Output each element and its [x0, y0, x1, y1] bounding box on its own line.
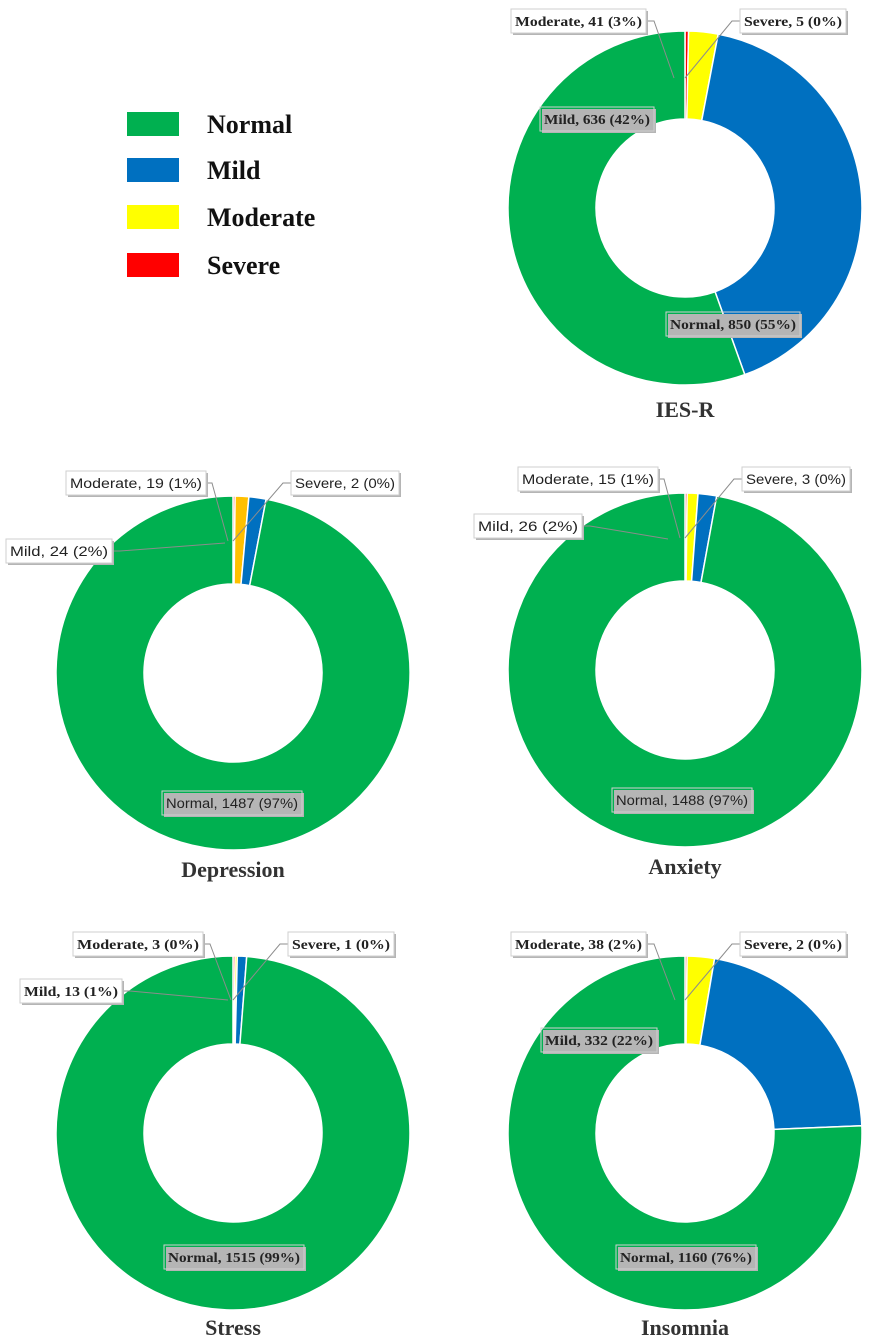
data-label-box-normal	[161, 790, 303, 816]
legend-label-severe: Severe	[207, 251, 280, 280]
data-label-moderate: Moderate, 38 (2%)	[515, 937, 642, 952]
data-label-shadow-normal	[668, 314, 802, 338]
data-label-shadow-mild	[542, 109, 656, 133]
legend-label-moderate: Moderate	[207, 203, 315, 232]
data-label-normal: Normal, 1487 (97%)	[166, 796, 298, 811]
leader-line-mild	[122, 990, 229, 1001]
donut-chart-ies-r: Normal, 850 (55%) Mild, 636 (42%) Moderate…	[507, 8, 863, 422]
data-label-box-normal	[611, 787, 753, 813]
data-label-shadow-mild	[543, 1030, 659, 1054]
data-label-box-moderate	[510, 8, 647, 34]
data-label-box-moderate	[65, 470, 207, 496]
data-label-box-severe	[739, 931, 847, 957]
data-label-severe: Severe, 3 (0%)	[746, 472, 846, 487]
data-label-mild: Mild, 26 (2%)	[478, 519, 578, 534]
data-label-severe: Severe, 2 (0%)	[744, 937, 842, 952]
data-label-box-severe	[739, 8, 847, 34]
data-label-box-moderate	[517, 466, 659, 492]
data-label-normal: Normal, 850 (55%)	[670, 317, 796, 332]
data-label-moderate: Moderate, 41 (3%)	[515, 14, 642, 29]
data-label-severe: Severe, 1 (0%)	[292, 937, 390, 952]
data-label-mild: Mild, 24 (2%)	[10, 544, 108, 559]
chart-title: Insomnia	[641, 1315, 729, 1339]
leader-line-severe	[684, 20, 740, 79]
leader-line-mild	[112, 542, 226, 552]
data-label-box-moderate	[510, 931, 647, 957]
data-label-severe: Severe, 5 (0%)	[744, 14, 842, 29]
slice-normal	[55, 955, 411, 1311]
data-label-moderate: Moderate, 15 (1%)	[522, 472, 654, 487]
data-label-box-normal	[665, 311, 801, 337]
legend-swatch-severe	[127, 253, 179, 277]
data-label-box-normal	[615, 1244, 757, 1270]
leader-line-mild	[582, 525, 669, 540]
chart-title: Depression	[181, 857, 285, 882]
leader-line-moderate	[203, 943, 232, 1001]
leader-line-moderate	[646, 943, 676, 1001]
data-label-box-mild	[473, 513, 583, 539]
slice-mild	[699, 957, 863, 1131]
data-label-normal: Normal, 1160 (76%)	[620, 1250, 752, 1265]
data-label-box-mild	[540, 1027, 658, 1053]
data-label-shadow-normal	[614, 790, 754, 814]
donut-charts: Normal, 850 (55%) Mild, 636 (42%) Moderate…	[5, 8, 863, 1339]
leader-line-severe	[232, 482, 291, 542]
donut-chart-insomnia: Normal, 1160 (76%) Mild, 332 (22%) Moderat…	[507, 931, 863, 1339]
leader-line-severe	[684, 478, 742, 539]
legend: Normal Mild Moderate Severe	[127, 110, 315, 280]
data-label-mild: Mild, 332 (22%)	[545, 1033, 653, 1048]
data-label-mild: Mild, 13 (1%)	[24, 984, 118, 999]
data-label-normal: Normal, 1515 (99%)	[168, 1250, 300, 1265]
chart-title: Stress	[205, 1315, 261, 1339]
chart-title: Anxiety	[648, 854, 721, 879]
legend-swatch-mild	[127, 158, 179, 182]
data-label-shadow-normal	[618, 1247, 758, 1271]
data-label-box-mild	[5, 538, 113, 564]
data-label-shadow-normal	[166, 1247, 306, 1271]
data-label-box-severe	[290, 470, 400, 496]
legend-label-normal: Normal	[207, 110, 292, 139]
legend-swatch-moderate	[127, 205, 179, 229]
data-label-box-mild	[19, 978, 123, 1004]
data-label-box-moderate	[72, 931, 204, 957]
data-label-shadow-normal	[164, 793, 304, 817]
chart-title: IES-R	[656, 397, 716, 422]
data-label-box-severe	[741, 466, 851, 492]
leader-line-severe	[684, 943, 740, 1001]
data-label-mild: Mild, 636 (42%)	[544, 112, 650, 127]
data-label-box-mild	[539, 106, 655, 132]
donut-chart-anxiety: Normal, 1488 (97%) Mild, 26 (2%) Moderate,…	[473, 466, 863, 879]
donut-chart-depression: Normal, 1487 (97%) Mild, 24 (2%) Moderate,…	[5, 470, 411, 882]
data-label-box-severe	[287, 931, 395, 957]
donut-chart-stress: Normal, 1515 (99%) Mild, 13 (1%) Moderate,…	[19, 931, 411, 1339]
slice-normal	[507, 492, 863, 848]
legend-swatch-normal	[127, 112, 179, 136]
data-label-moderate: Moderate, 19 (1%)	[70, 476, 202, 491]
data-label-severe: Severe, 2 (0%)	[295, 476, 395, 491]
leader-line-severe	[232, 943, 288, 1001]
leader-line-moderate	[646, 20, 675, 79]
data-label-moderate: Moderate, 3 (0%)	[77, 937, 199, 952]
data-label-box-normal	[163, 1244, 305, 1270]
legend-label-mild: Mild	[207, 156, 261, 185]
data-label-normal: Normal, 1488 (97%)	[616, 793, 748, 808]
slice-mild	[700, 33, 863, 376]
